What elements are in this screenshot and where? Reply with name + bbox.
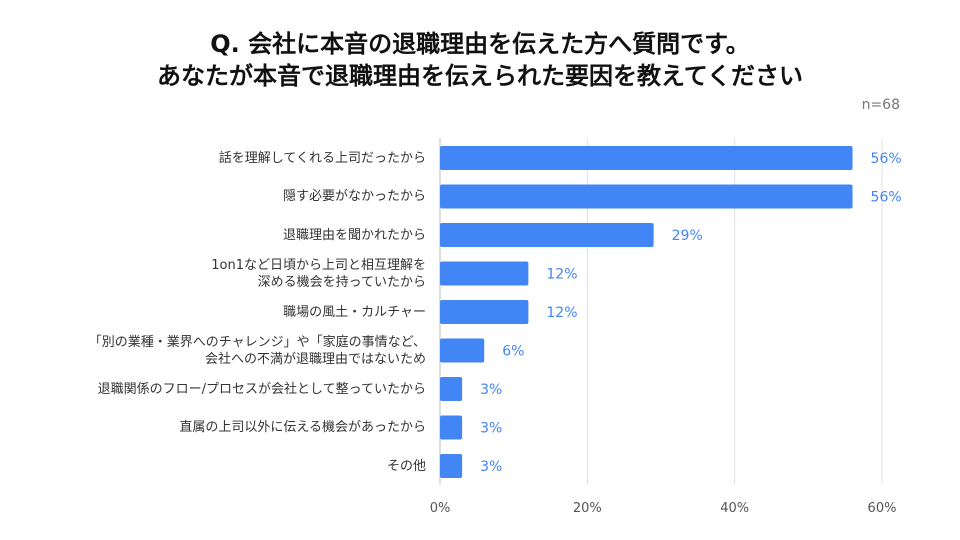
bar-value-label: 3% (480, 382, 502, 398)
bar (440, 223, 654, 247)
bar (440, 338, 485, 363)
bar-value-label: 12% (546, 267, 577, 283)
category-label-line: 職場の風土・カルチャー (283, 304, 426, 320)
bar-value-label: 56% (871, 151, 902, 167)
bar-value-label: 29% (672, 228, 703, 244)
category-label: 職場の風土・カルチャー (46, 304, 426, 321)
bar-value-label: 12% (546, 305, 577, 321)
x-tick-label: 0% (430, 501, 451, 516)
category-label: 退職関係のフロー/プロセスが会社として整っていたから (46, 381, 426, 398)
category-label-line: 1on1など日頃から上司と相互理解を (211, 257, 426, 273)
title-line-1: Q. 会社に本音の退職理由を伝えた方へ質問です。 (210, 30, 750, 58)
bar-value-label: 56% (871, 190, 902, 206)
category-label-line: 深める機会を持っていたから (257, 274, 426, 290)
sample-size-label: n=68 (861, 97, 900, 113)
category-label-line: 退職理由を聞かれたから (282, 227, 426, 243)
x-tick-label: 60% (868, 501, 897, 516)
bar-value-label: 3% (480, 421, 502, 437)
category-label-line: 退職関係のフロー/プロセスが会社として整っていたから (97, 381, 426, 397)
bar (440, 377, 463, 401)
x-tick-label: 20% (573, 501, 602, 516)
bar (440, 415, 463, 440)
bar (440, 184, 853, 209)
category-label-line: 直属の上司以外に伝える機会があったから (179, 420, 426, 435)
category-label-line: その他 (386, 458, 426, 474)
bar-value-label: 3% (480, 459, 502, 475)
category-label: 直属の上司以外に伝える機会があったから (46, 419, 426, 436)
bar (440, 300, 529, 324)
bar (440, 261, 529, 286)
bar-value-label: 6% (502, 344, 524, 360)
category-label-line: 「別の業種・業界へのチャレンジ」や「家庭の事情など、 (88, 334, 426, 350)
category-label: 隠す必要がなかったから (46, 188, 426, 205)
title-line-2: あなたが本音で退職理由を伝えられた要因を教えてください (156, 62, 804, 90)
bar (440, 146, 853, 170)
category-label: 退職理由を聞かれたから (46, 227, 426, 244)
category-label: その他 (46, 458, 426, 475)
category-label: 1on1など日頃から上司と相互理解を 深める機会を持っていたから (46, 257, 426, 291)
bar (440, 454, 463, 478)
category-label: 「別の業種・業界へのチャレンジ」や「家庭の事情など、 会社への不満が退職理由ではな… (46, 334, 426, 368)
category-label-line: 会社への不満が退職理由ではないため (204, 351, 426, 367)
category-label: 話を理解してくれる上司だったから (46, 150, 426, 167)
x-tick-label: 40% (720, 501, 749, 516)
chart-title: Q. 会社に本音の退職理由を伝えた方へ質問です。 あなたが本音で退職理由を伝えら… (0, 28, 960, 92)
category-label-line: 話を理解してくれる上司だったから (218, 150, 426, 166)
category-label-line: 隠す必要がなかったから (282, 189, 426, 204)
